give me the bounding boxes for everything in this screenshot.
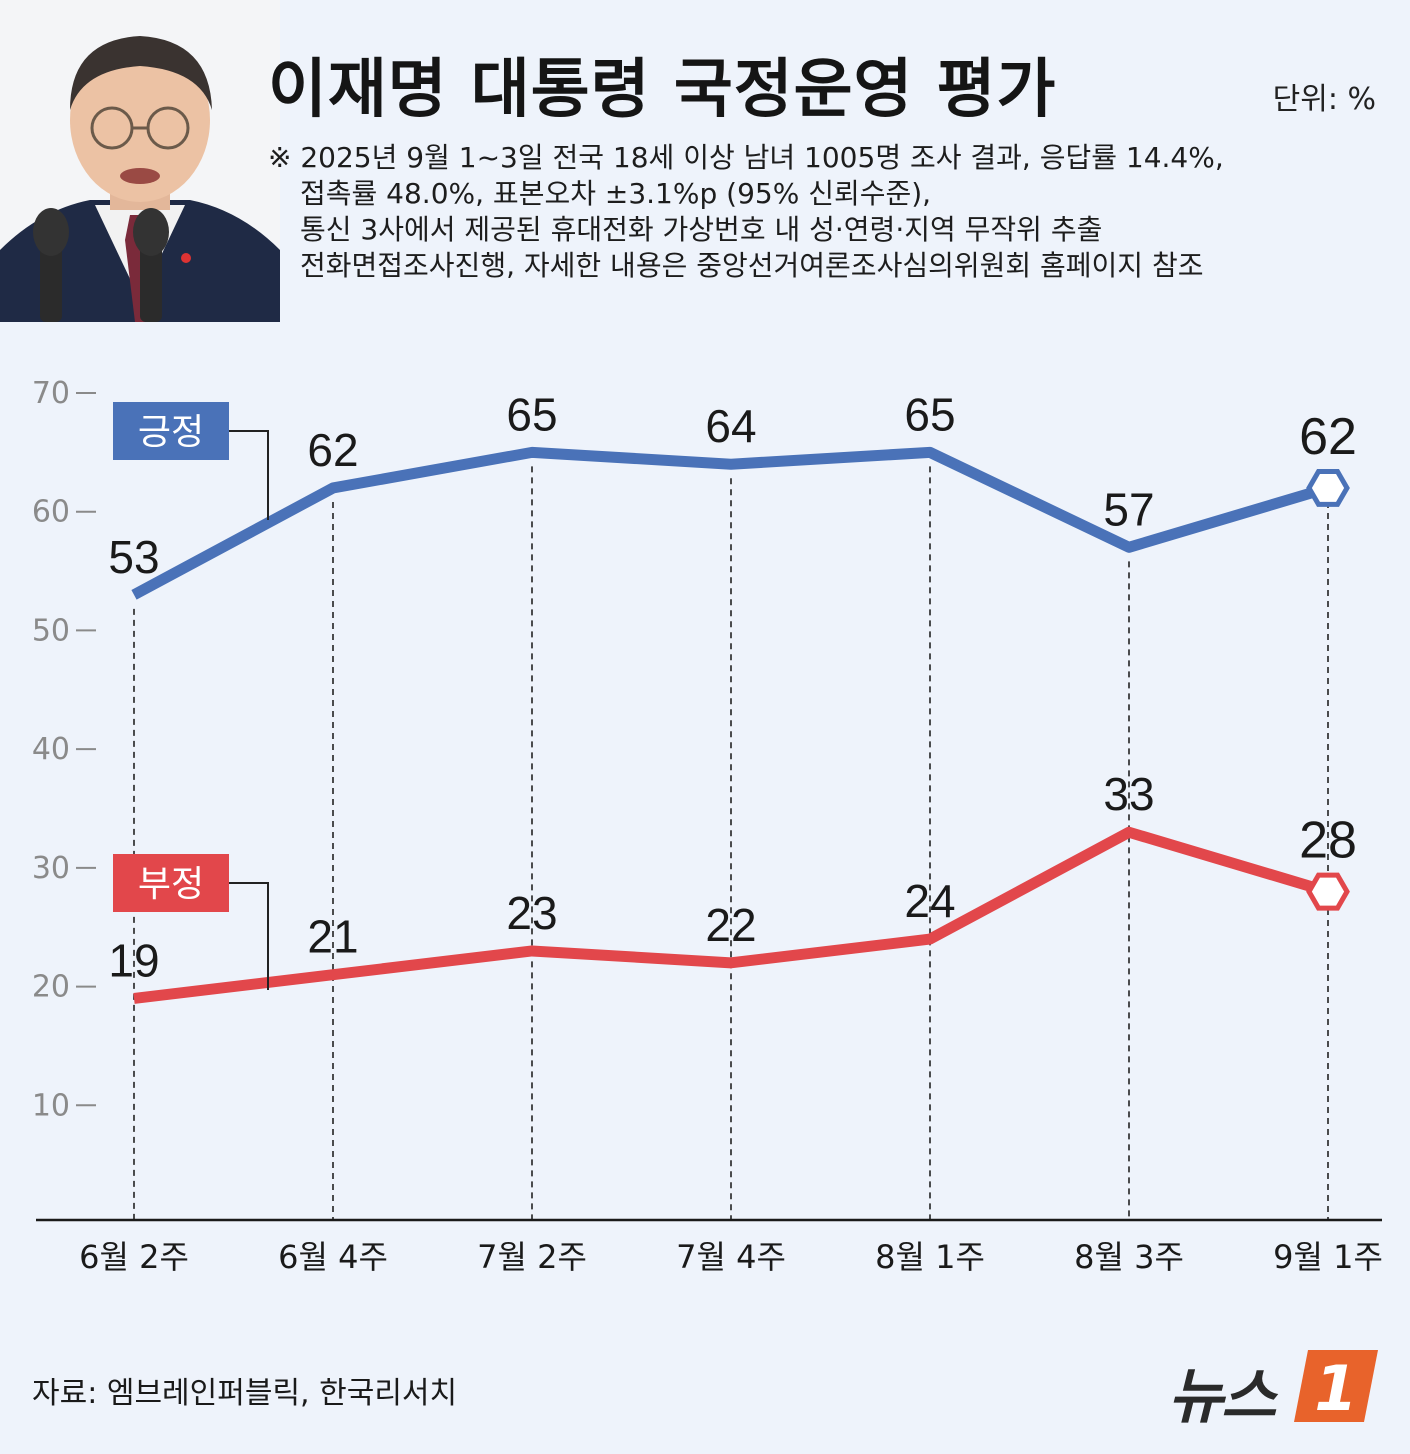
data-value-label: 19 [108,934,159,986]
survey-note-line: 통신 3사에서 제공된 휴대전화 가상번호 내 성·연령·지역 무작위 추출 [300,213,1103,246]
logo-mark-text: 1 [1314,1352,1357,1425]
last-point-marker [1306,469,1350,507]
source-credit: 자료: 엠브레인퍼블릭, 한국리서치 [32,1376,458,1411]
data-value-label: 33 [1103,768,1154,820]
series-tag-leader [229,430,269,520]
portrait-illustration [0,0,280,322]
data-value-label: 62 [307,424,358,476]
data-value-label: 57 [1103,483,1154,535]
series-line-1 [133,826,1330,1004]
series-tag-label: 부정 [138,864,204,905]
data-value-label: 23 [506,887,557,939]
approval-line-chart: 10 20 30 40 50 60 70 6월 2주 6월 4주 7월 2주 7월 4주 8월 1주 8… [32,376,1383,1276]
data-value-label: 24 [904,875,955,927]
survey-note-line: ※ 2025년 9월 1~3일 전국 18세 이상 남녀 1005명 조사 결과… [268,141,1224,174]
y-tick-label: 20 [32,970,70,1005]
survey-note-line: 전화면접조사진행, 자세한 내용은 중앙선거여론조사심의위원회 홈페이지 참조 [300,249,1204,282]
data-value-label: 64 [705,400,756,452]
survey-note-line: 접촉률 48.0%, 표본오차 ±3.1%p (95% 신뢰수준), [300,177,932,210]
president-photo [0,0,280,322]
x-category-label: 7월 2주 [477,1238,587,1276]
y-tick-label: 10 [32,1088,70,1123]
logo-text: 뉴스 [1168,1362,1276,1432]
logo-mark-icon: 1 [1294,1350,1378,1425]
series-tag-label: 긍정 [138,412,204,453]
y-tick-label: 40 [32,732,70,767]
data-value-label: 62 [1299,408,1357,466]
series-tag-leader [229,882,269,990]
y-tick-label: 70 [32,376,70,411]
unit-label: 단위: % [1272,82,1376,117]
y-tick-label: 30 [32,851,70,886]
series-tag-box [113,402,229,460]
data-value-label: 65 [904,388,955,440]
data-value-label: 53 [108,531,159,583]
series-tag-box [113,854,229,912]
data-value-label: 65 [506,388,557,440]
x-category-label: 8월 3주 [1074,1238,1184,1276]
data-value-label: 22 [705,899,756,951]
y-tick-label: 60 [32,495,70,530]
survey-notes: ※ 2025년 9월 1~3일 전국 18세 이상 남녀 1005명 조사 결과… [268,140,1278,284]
x-category-label: 7월 4주 [676,1238,786,1276]
series-line-0 [131,446,1330,600]
data-value-label: 28 [1299,812,1357,870]
y-tick-label: 50 [32,613,70,648]
page-title: 이재명 대통령 국정운영 평가 [268,53,1057,127]
data-value-label: 21 [307,911,358,963]
news1-logo: 뉴스 1 [1168,1340,1388,1432]
x-category-label: 6월 4주 [278,1238,388,1276]
x-category-label: 9월 1주 [1273,1238,1383,1276]
x-category-label: 8월 1주 [875,1238,985,1276]
x-category-label: 6월 2주 [79,1238,189,1276]
last-point-marker [1306,872,1350,911]
